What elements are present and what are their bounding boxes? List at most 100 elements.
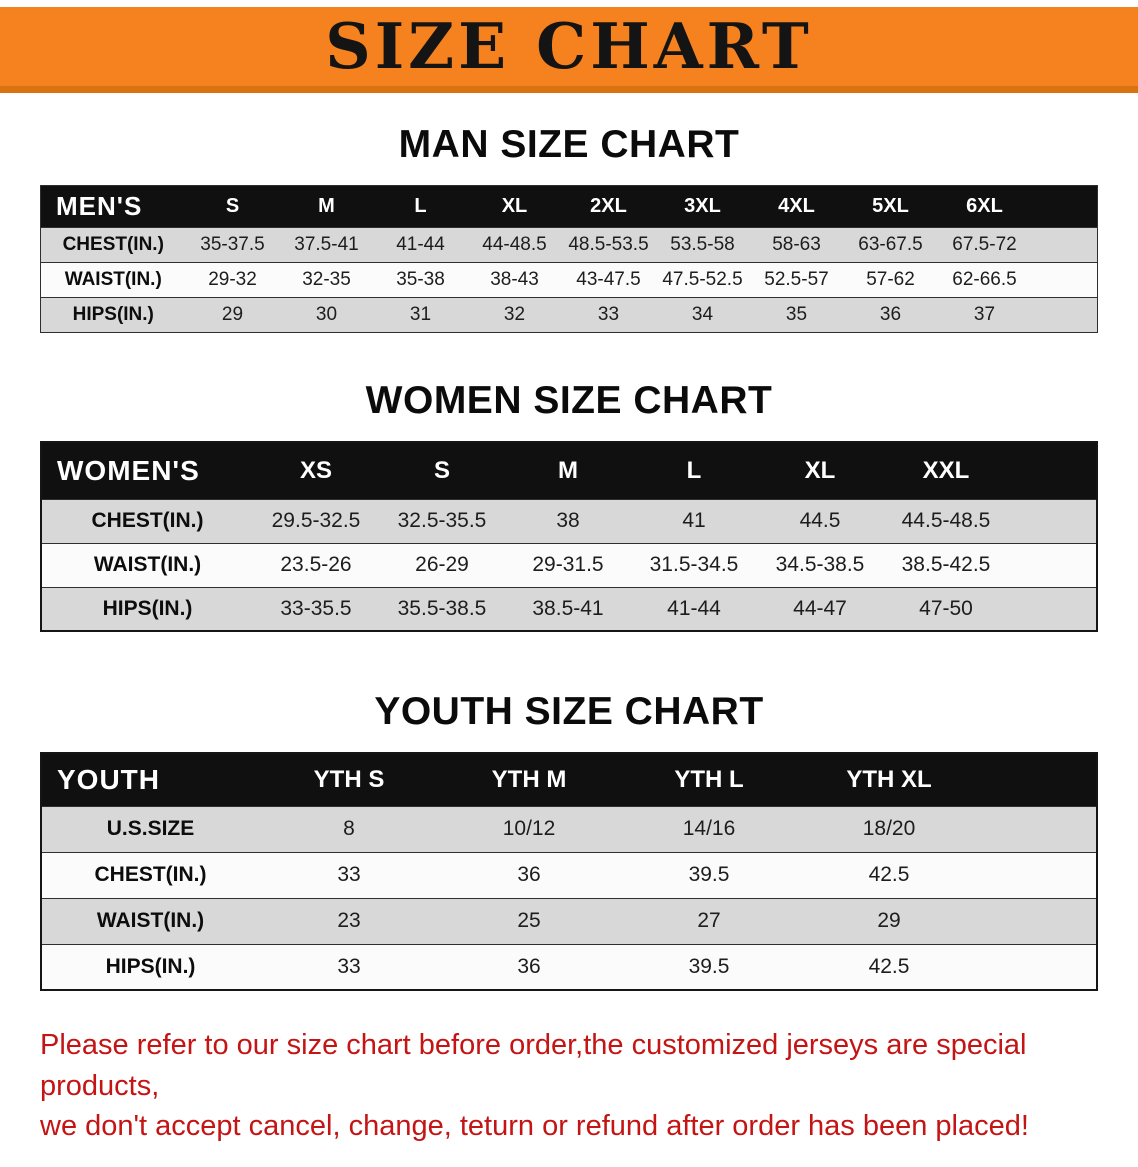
men-cell: 36 [843, 297, 938, 333]
women-cell: 35.5-38.5 [379, 586, 505, 631]
men-cell: 34 [655, 297, 750, 333]
youth-cell: 39.5 [619, 851, 799, 898]
men-table-wrap: MEN'S S M L XL 2XL 3XL 4XL 5XL 6XL CHEST… [40, 185, 1098, 333]
youth-table-wrap: YOUTH YTH S YTH M YTH L YTH XL U.S.SIZE … [40, 752, 1098, 991]
youth-row-filler [979, 943, 1097, 990]
women-col-header: S [433, 456, 450, 484]
men-cell: 38-43 [467, 262, 562, 298]
youth-hips-row: HIPS(IN.) 33 36 39.5 42.5 [41, 943, 1097, 990]
women-col-header: XXL [922, 456, 970, 484]
youth-cell: 39.5 [619, 943, 799, 990]
men-row-label: WAIST(IN.) [40, 262, 186, 298]
men-cell: 41-44 [373, 227, 468, 263]
women-cell: 33-35.5 [253, 586, 379, 631]
men-cell: 43-47.5 [561, 262, 656, 298]
men-cell: 35-37.5 [185, 227, 280, 263]
women-chest-row: CHEST(IN.) 29.5-32.5 32.5-35.5 38 41 44.… [41, 498, 1097, 543]
youth-cell: 10/12 [439, 805, 619, 852]
women-cell: 29-31.5 [505, 542, 631, 587]
men-col-header: L [414, 195, 427, 217]
youth-cell: 36 [439, 943, 619, 990]
youth-cell: 33 [259, 851, 439, 898]
youth-col-header: YTH S [313, 765, 385, 793]
men-hips-row: HIPS(IN.) 29 30 31 32 33 34 35 36 37 [40, 297, 1098, 333]
women-cell: 44-47 [757, 586, 883, 631]
women-table-wrap: WOMEN'S XS S M L XL XXL CHEST(IN.) 29.5-… [40, 441, 1098, 632]
youth-cell: 42.5 [799, 943, 979, 990]
women-cell: 44.5 [757, 498, 883, 543]
men-cell: 47.5-52.5 [655, 262, 750, 298]
youth-ussize-row: U.S.SIZE 8 10/12 14/16 18/20 [41, 805, 1097, 852]
women-row-filler [1009, 498, 1097, 543]
women-row-filler [1009, 542, 1097, 587]
men-col-header: XL [501, 195, 528, 217]
women-cell: 38.5-42.5 [883, 542, 1009, 587]
youth-header-row: YOUTH YTH S YTH M YTH L YTH XL [41, 753, 1097, 806]
women-cell: 31.5-34.5 [631, 542, 757, 587]
men-cell: 29-32 [185, 262, 280, 298]
men-cell: 37 [937, 297, 1032, 333]
men-col-header: S [225, 195, 240, 217]
youth-col-header: YTH L [674, 765, 744, 793]
men-cell: 62-66.5 [937, 262, 1032, 298]
youth-cell: 14/16 [619, 805, 799, 852]
women-row-label: WAIST(IN.) [41, 542, 253, 587]
women-hips-row: HIPS(IN.) 33-35.5 35.5-38.5 38.5-41 41-4… [41, 586, 1097, 631]
youth-row-label: HIPS(IN.) [41, 943, 259, 990]
women-header-filler [1009, 442, 1097, 499]
men-cell: 57-62 [843, 262, 938, 298]
women-cell: 38.5-41 [505, 586, 631, 631]
youth-cell: 42.5 [799, 851, 979, 898]
youth-row-filler [979, 897, 1097, 944]
youth-row-label: WAIST(IN.) [41, 897, 259, 944]
men-cell: 35-38 [373, 262, 468, 298]
women-row-filler [1009, 586, 1097, 631]
women-col-header: XS [299, 456, 332, 484]
men-col-header: 4XL [778, 195, 815, 217]
men-col-header: 5XL [872, 195, 909, 217]
women-col-header: XL [804, 456, 836, 484]
youth-cell: 8 [259, 805, 439, 852]
women-cell: 38 [505, 498, 631, 543]
women-cell: 41 [631, 498, 757, 543]
men-cell: 32 [467, 297, 562, 333]
youth-row-filler [979, 851, 1097, 898]
women-cell: 23.5-26 [253, 542, 379, 587]
men-cell: 29 [185, 297, 280, 333]
men-cell: 30 [279, 297, 374, 333]
women-cell: 47-50 [883, 586, 1009, 631]
youth-corner-label: YOUTH [57, 763, 160, 795]
women-cell: 29.5-32.5 [253, 498, 379, 543]
order-note-line2: we don't accept cancel, change, teturn o… [40, 1110, 1029, 1143]
youth-cell: 18/20 [799, 805, 979, 852]
women-size-table: WOMEN'S XS S M L XL XXL CHEST(IN.) 29.5-… [40, 441, 1098, 632]
women-corner-label: WOMEN'S [57, 454, 200, 486]
men-chest-row: CHEST(IN.) 35-37.5 37.5-41 41-44 44-48.5… [40, 227, 1098, 263]
men-cell: 58-63 [749, 227, 844, 263]
men-cell: 35 [749, 297, 844, 333]
men-row-label: CHEST(IN.) [40, 227, 186, 263]
youth-cell: 27 [619, 897, 799, 944]
men-cell: 33 [561, 297, 656, 333]
youth-row-label: CHEST(IN.) [41, 851, 259, 898]
women-cell: 34.5-38.5 [757, 542, 883, 587]
youth-header-filler [979, 753, 1097, 806]
youth-cell: 29 [799, 897, 979, 944]
men-corner-label: MEN'S [56, 191, 143, 221]
page-title: SIZE CHART [325, 9, 813, 83]
men-size-table: MEN'S S M L XL 2XL 3XL 4XL 5XL 6XL CHEST… [40, 185, 1098, 333]
women-cell: 41-44 [631, 586, 757, 631]
men-row-label: HIPS(IN.) [40, 297, 186, 333]
women-row-label: HIPS(IN.) [41, 586, 253, 631]
men-cell: 63-67.5 [843, 227, 938, 263]
women-cell: 26-29 [379, 542, 505, 587]
men-cell: 37.5-41 [279, 227, 374, 263]
men-col-header: M [318, 195, 335, 217]
men-cell: 67.5-72 [937, 227, 1032, 263]
men-cell: 31 [373, 297, 468, 333]
youth-row-filler [979, 805, 1097, 852]
youth-section-heading: YOUTH SIZE CHART [374, 690, 764, 733]
men-col-header: 6XL [966, 195, 1003, 217]
youth-col-header: YTH XL [846, 765, 932, 793]
youth-cell: 25 [439, 897, 619, 944]
